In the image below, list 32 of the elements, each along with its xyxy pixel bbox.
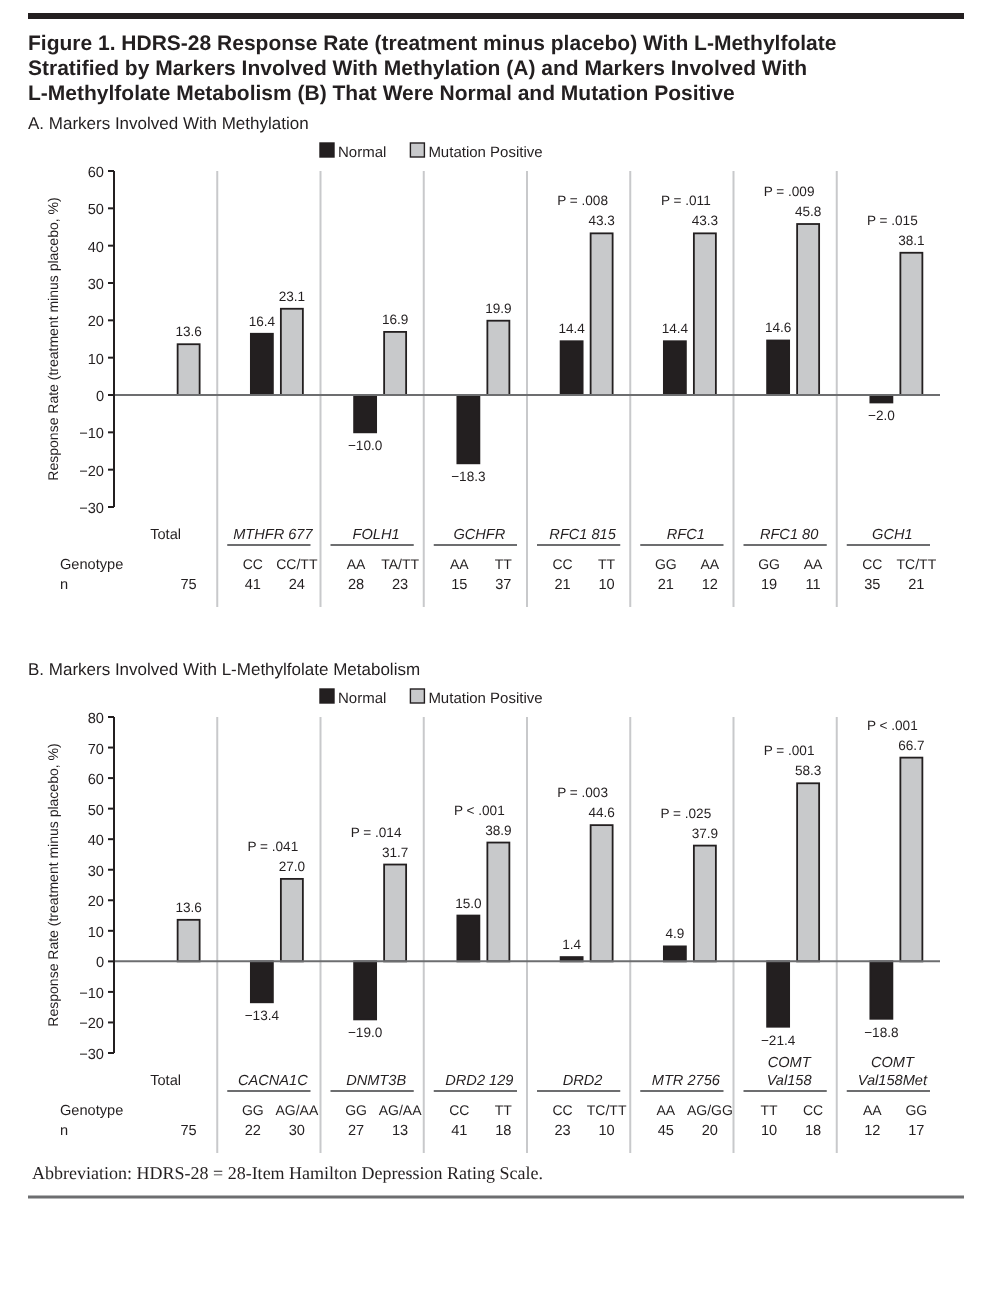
bar	[353, 960, 378, 1021]
bar	[869, 960, 894, 1020]
bar	[692, 844, 717, 963]
bar	[559, 340, 584, 396]
bar	[176, 918, 201, 963]
bar	[249, 332, 274, 396]
bar	[899, 756, 924, 963]
bar	[589, 824, 614, 963]
bar	[692, 232, 717, 396]
bar	[383, 863, 408, 963]
text: Abbreviation: HDRS-28 = 28-Item Hamilton Depression Rating Scale.	[32, 1163, 544, 1183]
chart-subtitle: B. Markers Involved With L-Methylfolate Metabolism	[28, 659, 421, 679]
chart-subtitle: A. Markers Involved With Methylation	[28, 113, 310, 133]
bar	[176, 343, 201, 396]
bar	[279, 877, 304, 963]
bar	[279, 307, 304, 396]
bar	[249, 960, 274, 1004]
bar	[456, 914, 481, 963]
bar	[899, 251, 924, 396]
bar	[796, 782, 821, 963]
bar	[383, 331, 408, 396]
bar	[796, 223, 821, 396]
bar	[353, 394, 378, 434]
bar	[662, 340, 687, 396]
bar	[766, 960, 791, 1028]
bar	[486, 841, 511, 963]
bar	[662, 945, 687, 963]
bar	[589, 232, 614, 396]
bar	[456, 394, 481, 465]
chart-title: Figure 1. HDRS-28 Response Rate (treatment minus placebo) With L-Methylfolate Stratified by Markers Involved With Methylation (A) and Markers Involved With L-Methylfolate Metabolism (B) That Were Normal and Mutation Positive	[28, 32, 837, 106]
bar	[486, 319, 511, 396]
bar	[766, 339, 791, 396]
